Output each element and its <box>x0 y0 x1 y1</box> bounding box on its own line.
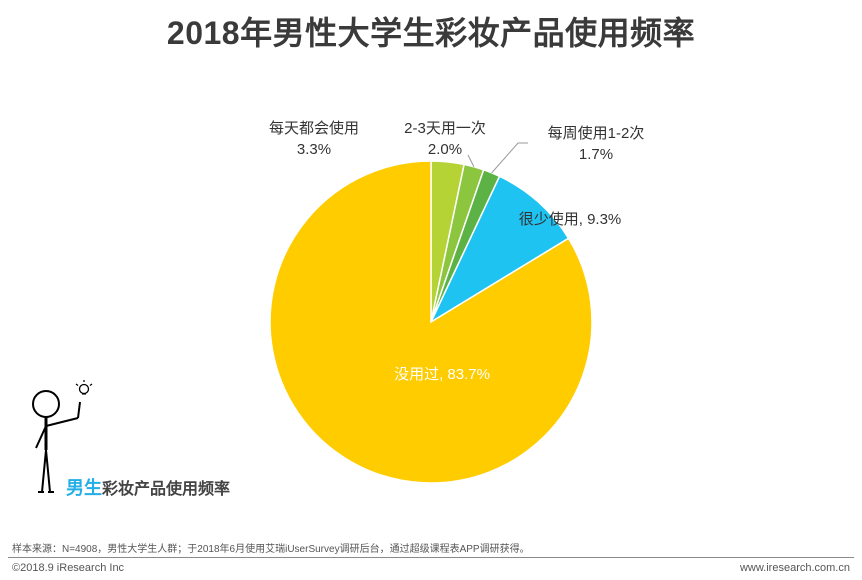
lightbulb-icon <box>75 380 93 395</box>
slice-labels: 每天都会使用 3.3% 2-3天用一次 2.0% 每周使用1-2次 1.7% 很少使用, 9… <box>269 120 644 383</box>
slice-label-2-value: 1.7% <box>579 146 613 163</box>
pie-slices <box>269 160 593 484</box>
leader-lines <box>467 142 528 174</box>
site-url: www.iresearch.com.cn <box>739 562 850 574</box>
mascot-caption: 男生彩妆产品使用频率 <box>66 474 230 500</box>
slice-label-3: 很少使用, 9.3% <box>519 211 622 228</box>
footer-divider <box>8 557 854 558</box>
pie-chart: 每天都会使用 3.3% 2-3天用一次 2.0% 每周使用1-2次 1.7% 很少使用, 9… <box>269 120 644 484</box>
slice-label-4: 没用过, 83.7% <box>394 366 490 383</box>
chart-title: 2018年男性大学生彩妆产品使用频率 <box>166 15 696 51</box>
leader-line-2 <box>491 142 528 174</box>
slice-label-1-name: 2-3天用一次 <box>404 120 486 137</box>
copyright-text: ©2018.9 iResearch Inc <box>12 562 125 574</box>
caption-text: 彩妆产品使用频率 <box>102 481 231 498</box>
caption-highlight: 男生 <box>66 478 102 498</box>
pie-slice-3 <box>429 175 570 324</box>
slice-label-1-value: 2.0% <box>428 141 462 158</box>
pie-slice-4 <box>269 160 593 484</box>
slice-label-2-name: 每周使用1-2次 <box>548 125 645 142</box>
source-note: 样本来源：N=4908，男性大学生人群；于2018年6月使用艾瑞iUserSur… <box>12 544 530 555</box>
slice-label-0-name: 每天都会使用 <box>269 120 359 137</box>
slice-label-0-value: 3.3% <box>297 141 331 158</box>
leader-line-1 <box>467 154 475 168</box>
mascot-figure-icon <box>32 380 93 493</box>
